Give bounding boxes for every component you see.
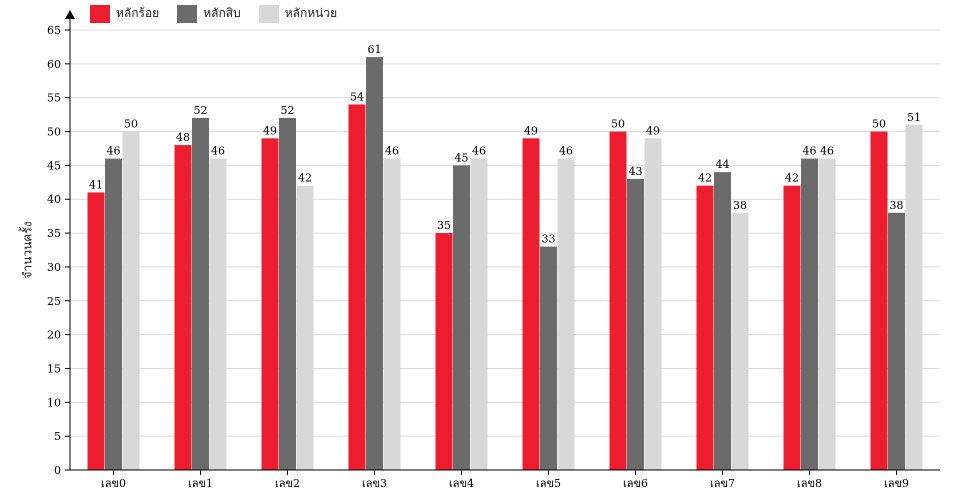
legend-label-hundreds: หลักร้อย bbox=[116, 6, 160, 20]
bar bbox=[714, 172, 731, 470]
bar bbox=[540, 246, 557, 470]
y-tick-label: 25 bbox=[47, 295, 61, 308]
bar bbox=[522, 138, 540, 471]
data-label: 49 bbox=[646, 124, 660, 137]
bar bbox=[209, 158, 227, 470]
legend-label-units: หลักหน่วย bbox=[284, 6, 338, 20]
data-label: 46 bbox=[472, 145, 486, 158]
x-tick-label: เลข0 bbox=[101, 477, 126, 490]
y-tick-label: 15 bbox=[47, 362, 61, 375]
legend-label-tens: หลักสิบ bbox=[203, 6, 241, 20]
y-axis-arrow bbox=[65, 10, 75, 19]
bar bbox=[818, 158, 836, 470]
x-tick-label: เลข2 bbox=[275, 477, 300, 490]
bar bbox=[261, 138, 279, 471]
data-label: 46 bbox=[107, 145, 121, 158]
y-tick-label: 50 bbox=[47, 126, 61, 139]
data-labels: 4146504852464952425461463545464933465043… bbox=[89, 43, 921, 246]
data-label: 35 bbox=[437, 219, 451, 232]
x-tick-label: เลข6 bbox=[623, 477, 648, 490]
legend-swatch-units bbox=[258, 4, 279, 23]
data-label: 54 bbox=[350, 90, 364, 103]
legend-item-units[interactable]: หลักหน่วย bbox=[258, 4, 338, 23]
data-label: 33 bbox=[542, 233, 556, 246]
data-label: 41 bbox=[89, 178, 103, 191]
bar bbox=[888, 212, 905, 470]
data-label: 49 bbox=[263, 124, 277, 137]
bar bbox=[470, 158, 488, 470]
bar bbox=[557, 158, 575, 470]
data-label: 46 bbox=[385, 145, 399, 158]
bar bbox=[905, 124, 923, 471]
bar bbox=[87, 192, 105, 470]
bar bbox=[627, 178, 644, 470]
data-label: 42 bbox=[785, 172, 799, 185]
legend: หลักร้อย หลักสิบ หลักหน่วย bbox=[90, 4, 355, 23]
data-label: 50 bbox=[124, 118, 138, 131]
bar bbox=[696, 185, 714, 470]
data-label: 46 bbox=[211, 145, 225, 158]
bar bbox=[348, 104, 366, 470]
bar bbox=[731, 212, 749, 470]
bar bbox=[105, 158, 122, 470]
data-label: 52 bbox=[281, 104, 295, 117]
y-tick-label: 55 bbox=[47, 92, 61, 105]
y-tick-label: 65 bbox=[47, 24, 61, 37]
bar bbox=[783, 185, 801, 470]
data-label: 46 bbox=[820, 145, 834, 158]
data-label: 42 bbox=[298, 172, 312, 185]
legend-item-tens[interactable]: หลักสิบ bbox=[177, 4, 241, 23]
data-label: 46 bbox=[559, 145, 573, 158]
y-tick-label: 10 bbox=[47, 396, 61, 409]
data-label: 52 bbox=[194, 104, 208, 117]
x-tick-label: เลข8 bbox=[797, 477, 822, 490]
data-label: 38 bbox=[890, 199, 904, 212]
bar bbox=[435, 233, 453, 470]
bar bbox=[366, 57, 383, 470]
data-label: 49 bbox=[524, 124, 538, 137]
bars bbox=[87, 57, 923, 471]
y-tick-label: 30 bbox=[47, 261, 61, 274]
bar bbox=[279, 118, 296, 470]
bar bbox=[383, 158, 401, 470]
y-tick-label: 20 bbox=[47, 329, 61, 342]
y-tick-label: 40 bbox=[47, 193, 61, 206]
bar bbox=[801, 158, 818, 470]
bar bbox=[296, 185, 314, 470]
x-tick-label: เลข1 bbox=[188, 477, 213, 490]
y-tick-label: 5 bbox=[54, 430, 61, 443]
axes: 0 5 10 15 20 25 30 35 40 45 50 55 60 65 เลข0 เลข1 เลข2 เล… bbox=[47, 10, 940, 490]
legend-swatch-hundreds bbox=[90, 4, 110, 23]
bar bbox=[870, 131, 888, 471]
x-tick-label: เลข4 bbox=[449, 477, 474, 490]
y-tick-label: 0 bbox=[54, 464, 61, 477]
x-tick-label: เลข7 bbox=[710, 477, 735, 490]
data-label: 42 bbox=[698, 172, 712, 185]
y-tick-label: 60 bbox=[47, 58, 61, 71]
data-label: 38 bbox=[733, 199, 747, 212]
data-label: 45 bbox=[455, 151, 469, 164]
bar bbox=[174, 145, 192, 471]
data-label: 46 bbox=[803, 145, 817, 158]
y-tick-label: 35 bbox=[47, 227, 61, 240]
legend-swatch-tens bbox=[177, 4, 198, 23]
legend-item-hundreds[interactable]: หลักร้อย bbox=[90, 4, 159, 23]
x-tick-label: เลข3 bbox=[362, 477, 387, 490]
bar bbox=[644, 138, 662, 471]
data-label: 61 bbox=[368, 43, 382, 56]
y-tick-label: 45 bbox=[47, 159, 61, 172]
data-label: 48 bbox=[176, 131, 190, 144]
bar bbox=[609, 131, 627, 471]
data-label: 43 bbox=[629, 165, 643, 178]
bar bbox=[453, 165, 470, 470]
x-tick-label: เลข5 bbox=[536, 477, 561, 490]
data-label: 50 bbox=[611, 118, 625, 131]
data-label: 44 bbox=[716, 158, 730, 171]
data-label: 51 bbox=[907, 111, 921, 124]
x-tick-label: เลข9 bbox=[884, 477, 909, 490]
bar bbox=[192, 118, 209, 470]
bar bbox=[122, 131, 140, 471]
data-label: 50 bbox=[872, 118, 886, 131]
